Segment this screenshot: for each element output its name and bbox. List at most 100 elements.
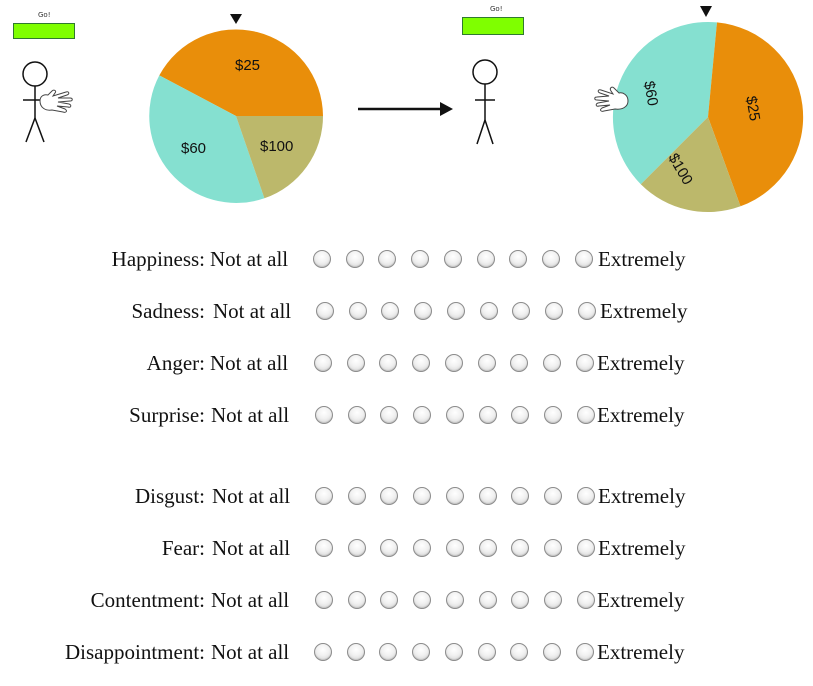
rating-radio-1[interactable] bbox=[315, 539, 333, 557]
hand-icon-right bbox=[594, 86, 629, 112]
rating-radio-9[interactable] bbox=[578, 302, 596, 320]
rating-radio-7[interactable] bbox=[511, 591, 529, 609]
rating-radio-2[interactable] bbox=[349, 302, 367, 320]
wheel-label-25: $25 bbox=[235, 57, 260, 74]
rating-radio-8[interactable] bbox=[543, 643, 561, 661]
scale-high-label: Extremely bbox=[597, 403, 685, 427]
rating-radio-4[interactable] bbox=[414, 302, 432, 320]
wheel-label-60-after: $60 bbox=[640, 80, 661, 108]
rating-radio-7[interactable] bbox=[511, 487, 529, 505]
rating-radio-2[interactable] bbox=[348, 406, 366, 424]
rating-radio-5[interactable] bbox=[444, 250, 462, 268]
rating-radio-2[interactable] bbox=[348, 487, 366, 505]
rating-radio-1[interactable] bbox=[314, 643, 332, 661]
emotion-label: Surprise: bbox=[129, 403, 205, 427]
scale-high-label: Extremely bbox=[598, 536, 686, 560]
rating-radio-1[interactable] bbox=[315, 591, 333, 609]
rating-radio-8[interactable] bbox=[545, 302, 563, 320]
rating-radio-8[interactable] bbox=[544, 591, 562, 609]
wheel-slice-60-after bbox=[612, 21, 717, 185]
rating-radio-7[interactable] bbox=[510, 643, 528, 661]
rating-radio-3[interactable] bbox=[380, 406, 398, 424]
rating-radio-8[interactable] bbox=[542, 250, 560, 268]
rating-radio-7[interactable] bbox=[511, 539, 529, 557]
rating-radio-5[interactable] bbox=[447, 302, 465, 320]
wheel-slice-100-after bbox=[640, 117, 741, 213]
right-arrow-icon bbox=[358, 102, 453, 116]
scale-high-label: Extremely bbox=[597, 588, 685, 612]
rating-radio-2[interactable] bbox=[348, 591, 366, 609]
rating-radio-6[interactable] bbox=[479, 406, 497, 424]
scale-high-label: Extremely bbox=[597, 640, 685, 664]
rating-radio-1[interactable] bbox=[315, 487, 333, 505]
emotion-label: Happiness: bbox=[111, 247, 205, 271]
rating-radio-3[interactable] bbox=[380, 487, 398, 505]
rating-radio-8[interactable] bbox=[544, 539, 562, 557]
rating-radio-5[interactable] bbox=[445, 643, 463, 661]
rating-radio-5[interactable] bbox=[446, 539, 464, 557]
rating-radio-3[interactable] bbox=[379, 643, 397, 661]
rating-radio-5[interactable] bbox=[445, 354, 463, 372]
rating-radio-3[interactable] bbox=[378, 250, 396, 268]
rating-radio-9[interactable] bbox=[576, 643, 594, 661]
rating-radio-5[interactable] bbox=[446, 591, 464, 609]
emotion-label: Fear: bbox=[161, 536, 205, 560]
rating-radio-8[interactable] bbox=[544, 487, 562, 505]
rating-row: Anger: Not at all Extremely bbox=[0, 348, 813, 378]
emotion-label: Anger: bbox=[146, 351, 205, 375]
rating-radio-4[interactable] bbox=[411, 250, 429, 268]
rating-radio-9[interactable] bbox=[577, 539, 595, 557]
rating-radio-2[interactable] bbox=[347, 354, 365, 372]
rating-radio-9[interactable] bbox=[577, 591, 595, 609]
rating-radio-4[interactable] bbox=[413, 487, 431, 505]
stick-figure-right bbox=[472, 59, 498, 145]
rating-radio-2[interactable] bbox=[346, 250, 364, 268]
rating-radio-7[interactable] bbox=[511, 406, 529, 424]
rating-radio-4[interactable] bbox=[412, 354, 430, 372]
go-button-left-label: Go! bbox=[38, 11, 51, 19]
rating-radio-9[interactable] bbox=[577, 406, 595, 424]
wheel-label-25-after: $25 bbox=[742, 95, 763, 123]
scale-low-label: Not at all bbox=[212, 484, 291, 508]
rating-radio-1[interactable] bbox=[315, 406, 333, 424]
emotion-label: Disappointment: bbox=[65, 640, 205, 664]
rating-radio-3[interactable] bbox=[381, 302, 399, 320]
rating-radio-9[interactable] bbox=[575, 250, 593, 268]
rating-row: Disgust: Not at all Extremely bbox=[0, 481, 813, 511]
rating-radio-7[interactable] bbox=[509, 250, 527, 268]
scale-low-label: Not at all bbox=[210, 247, 289, 271]
rating-radio-9[interactable] bbox=[576, 354, 594, 372]
wheel-slice-100 bbox=[236, 116, 324, 199]
rating-radio-6[interactable] bbox=[479, 487, 497, 505]
rating-radio-5[interactable] bbox=[446, 487, 464, 505]
rating-radio-6[interactable] bbox=[480, 302, 498, 320]
rating-radio-8[interactable] bbox=[543, 354, 561, 372]
rating-radio-6[interactable] bbox=[478, 643, 496, 661]
rating-radio-1[interactable] bbox=[316, 302, 334, 320]
rating-radio-4[interactable] bbox=[413, 406, 431, 424]
rating-radio-3[interactable] bbox=[379, 354, 397, 372]
go-button-right[interactable] bbox=[462, 17, 524, 35]
rating-radio-8[interactable] bbox=[544, 406, 562, 424]
rating-radio-6[interactable] bbox=[477, 250, 495, 268]
rating-radio-4[interactable] bbox=[413, 591, 431, 609]
rating-radio-7[interactable] bbox=[510, 354, 528, 372]
rating-radio-9[interactable] bbox=[577, 487, 595, 505]
go-button-left[interactable] bbox=[13, 23, 75, 39]
wheel-slice-60 bbox=[149, 75, 265, 203]
wheel-slice-25-after bbox=[708, 22, 804, 207]
rating-radio-5[interactable] bbox=[446, 406, 464, 424]
rating-radio-6[interactable] bbox=[479, 539, 497, 557]
pointer-icon bbox=[700, 6, 712, 17]
rating-radio-3[interactable] bbox=[380, 539, 398, 557]
rating-radio-6[interactable] bbox=[479, 591, 497, 609]
rating-radio-2[interactable] bbox=[347, 643, 365, 661]
rating-radio-2[interactable] bbox=[348, 539, 366, 557]
rating-radio-3[interactable] bbox=[380, 591, 398, 609]
rating-radio-1[interactable] bbox=[313, 250, 331, 268]
rating-radio-6[interactable] bbox=[478, 354, 496, 372]
rating-radio-7[interactable] bbox=[512, 302, 530, 320]
rating-radio-4[interactable] bbox=[412, 643, 430, 661]
rating-radio-1[interactable] bbox=[314, 354, 332, 372]
rating-radio-4[interactable] bbox=[413, 539, 431, 557]
